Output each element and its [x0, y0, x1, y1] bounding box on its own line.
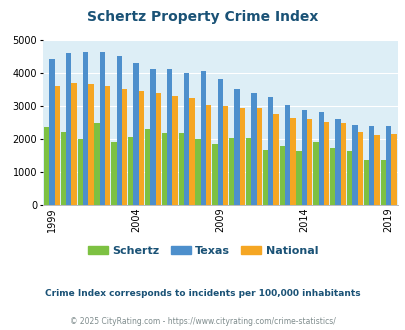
Bar — [385, 126, 390, 205]
Bar — [290, 118, 295, 205]
Bar — [111, 142, 116, 205]
Bar — [329, 148, 335, 205]
Bar — [318, 112, 323, 205]
Text: © 2025 CityRating.com - https://www.cityrating.com/crime-statistics/: © 2025 CityRating.com - https://www.city… — [70, 317, 335, 326]
Bar — [206, 105, 211, 205]
Bar — [161, 133, 167, 205]
Bar — [133, 63, 139, 205]
Bar — [357, 132, 362, 205]
Bar — [306, 119, 312, 205]
Bar — [77, 139, 83, 205]
Bar — [54, 86, 60, 205]
Bar — [340, 123, 345, 205]
Bar — [346, 151, 352, 205]
Bar — [195, 139, 200, 205]
Bar — [256, 108, 261, 205]
Bar — [239, 108, 245, 205]
Legend: Schertz, Texas, National: Schertz, Texas, National — [83, 241, 322, 260]
Bar — [335, 119, 340, 205]
Bar — [94, 123, 100, 205]
Bar — [222, 106, 228, 205]
Bar — [228, 138, 234, 205]
Bar — [363, 160, 368, 205]
Bar — [155, 93, 160, 205]
Bar — [150, 69, 155, 205]
Bar — [217, 79, 222, 205]
Bar — [128, 137, 133, 205]
Bar — [296, 151, 301, 205]
Bar — [284, 105, 290, 205]
Bar — [100, 52, 105, 205]
Text: Schertz Property Crime Index: Schertz Property Crime Index — [87, 10, 318, 24]
Bar — [145, 129, 150, 205]
Bar — [61, 132, 66, 205]
Bar — [234, 89, 239, 205]
Bar — [66, 53, 71, 205]
Bar — [105, 86, 110, 205]
Bar — [49, 59, 54, 205]
Bar — [178, 133, 183, 205]
Bar — [83, 52, 88, 205]
Bar — [267, 97, 273, 205]
Bar — [44, 127, 49, 205]
Bar — [379, 160, 385, 205]
Bar — [189, 98, 194, 205]
Bar — [279, 146, 284, 205]
Bar — [71, 83, 77, 205]
Bar — [373, 135, 379, 205]
Bar — [251, 93, 256, 205]
Bar — [139, 91, 144, 205]
Bar — [245, 138, 251, 205]
Bar — [323, 122, 328, 205]
Bar — [352, 125, 357, 205]
Bar — [183, 73, 189, 205]
Bar — [313, 142, 318, 205]
Bar — [273, 114, 278, 205]
Bar — [122, 89, 127, 205]
Bar — [200, 71, 206, 205]
Text: Crime Index corresponds to incidents per 100,000 inhabitants: Crime Index corresponds to incidents per… — [45, 289, 360, 298]
Bar — [301, 110, 306, 205]
Bar — [390, 134, 396, 205]
Bar — [368, 126, 373, 205]
Bar — [212, 144, 217, 205]
Bar — [116, 56, 121, 205]
Bar — [167, 69, 172, 205]
Bar — [172, 96, 177, 205]
Bar — [88, 84, 93, 205]
Bar — [262, 150, 267, 205]
